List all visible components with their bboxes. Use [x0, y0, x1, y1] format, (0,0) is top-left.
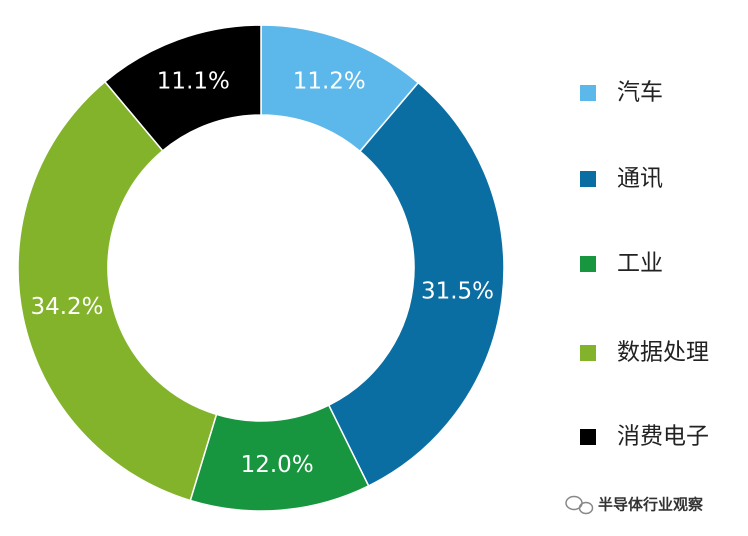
- value-label: 11.1%: [157, 68, 230, 94]
- legend-swatch: [580, 256, 596, 272]
- legend-swatch: [580, 429, 596, 445]
- legend-swatch: [580, 171, 596, 187]
- legend-label: 通讯: [617, 166, 663, 192]
- value-label: 34.2%: [30, 294, 103, 320]
- value-label: 11.2%: [293, 69, 366, 95]
- slice: [103, 24, 262, 152]
- legend-label: 工业: [617, 251, 663, 277]
- slice: [17, 80, 218, 502]
- slice: [327, 81, 505, 487]
- legend-label: 数据处理: [617, 340, 709, 366]
- legend-swatch: [580, 85, 596, 101]
- legend-label: 消费电子: [617, 424, 709, 450]
- value-label: 12.0%: [241, 452, 314, 478]
- legend-swatch: [580, 345, 596, 361]
- watermark-icon: [565, 495, 594, 515]
- value-label: 31.5%: [421, 279, 494, 305]
- legend-label: 汽车: [617, 80, 663, 106]
- watermark: 半导体行业观察: [598, 496, 704, 514]
